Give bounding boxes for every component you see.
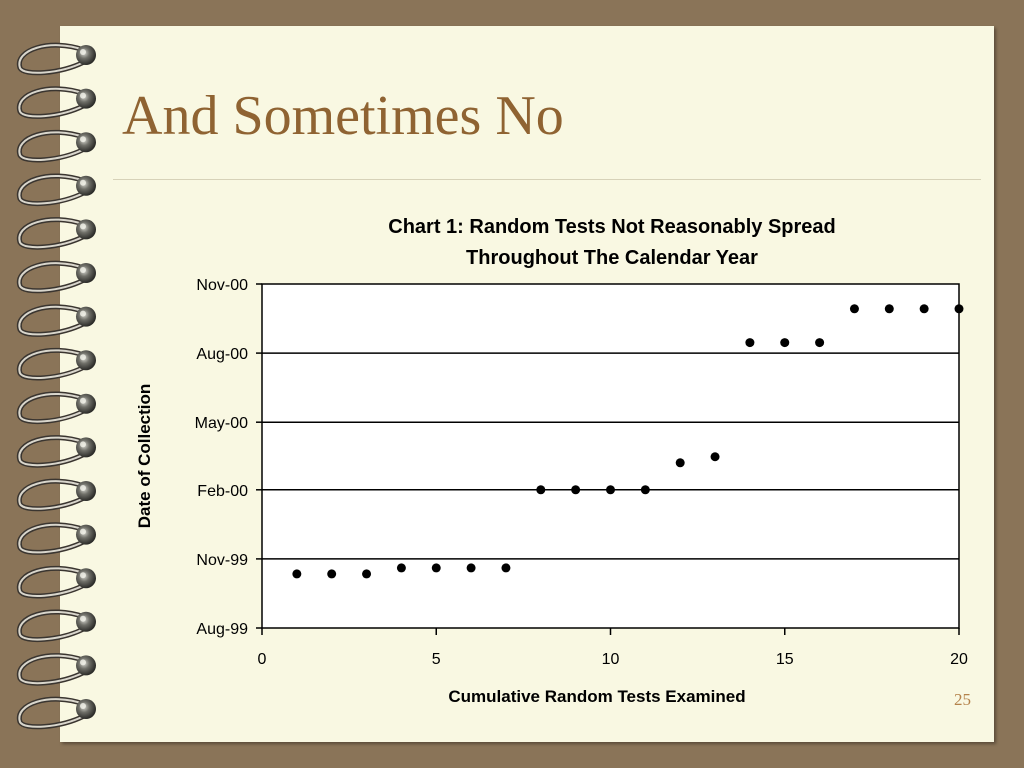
binding-ring: [16, 347, 96, 381]
data-point: [536, 485, 546, 495]
data-point: [745, 338, 755, 348]
data-point: [815, 338, 825, 348]
data-point: [292, 569, 302, 579]
data-point: [954, 304, 964, 314]
data-point: [919, 304, 929, 314]
binding-ring: [16, 435, 96, 468]
data-point: [640, 485, 650, 495]
y-axis-label: Date of Collection: [135, 384, 154, 529]
data-point: [606, 485, 615, 495]
binding-ring: [16, 478, 96, 512]
x-tick-label: 0: [258, 651, 267, 668]
y-tick-label: May-00: [195, 415, 248, 432]
x-tick-label: 10: [602, 651, 620, 668]
binding-ring: [16, 696, 96, 730]
x-axis-label: Cumulative Random Tests Examined: [448, 687, 745, 706]
title-divider: [113, 179, 981, 180]
binding-ring: [16, 304, 96, 337]
data-point: [710, 452, 720, 462]
data-point: [884, 304, 894, 314]
binding-ring: [16, 653, 96, 686]
binding-ring: [16, 609, 96, 643]
chart-title-line-1: Chart 1: Random Tests Not Reasonably Spr…: [388, 216, 836, 238]
data-point: [780, 338, 790, 348]
plot-area: [261, 283, 960, 629]
slide-title: And Sometimes No: [122, 85, 564, 147]
data-point: [571, 485, 581, 495]
data-point: [501, 563, 511, 573]
data-point: [431, 563, 441, 573]
x-tick-label: 15: [776, 651, 794, 668]
spiral-binding: [16, 42, 96, 730]
page-number: 25: [954, 690, 971, 709]
binding-ring: [16, 565, 96, 599]
binding-ring: [16, 391, 96, 425]
binding-ring: [16, 522, 96, 555]
y-tick-label: Aug-00: [196, 346, 248, 363]
data-point: [362, 569, 372, 579]
chart-title-line-2: Throughout The Calendar Year: [466, 247, 758, 269]
y-tick-label: Feb-00: [197, 483, 248, 500]
x-tick-label: 20: [950, 651, 968, 668]
data-point: [849, 304, 859, 314]
x-tick-label: 5: [432, 651, 441, 668]
y-tick-label: Nov-00: [196, 277, 248, 294]
data-point: [675, 458, 685, 468]
binding-ring: [16, 42, 96, 76]
binding-ring: [16, 217, 96, 250]
binding-ring: [16, 260, 96, 294]
y-tick-label: Nov-99: [196, 552, 248, 569]
data-point: [466, 563, 476, 573]
binding-ring: [16, 173, 96, 207]
binding-ring: [16, 129, 96, 163]
binding-ring: [16, 86, 96, 119]
data-point: [327, 569, 337, 579]
data-point: [396, 563, 406, 573]
y-tick-label: Aug-99: [196, 621, 248, 638]
